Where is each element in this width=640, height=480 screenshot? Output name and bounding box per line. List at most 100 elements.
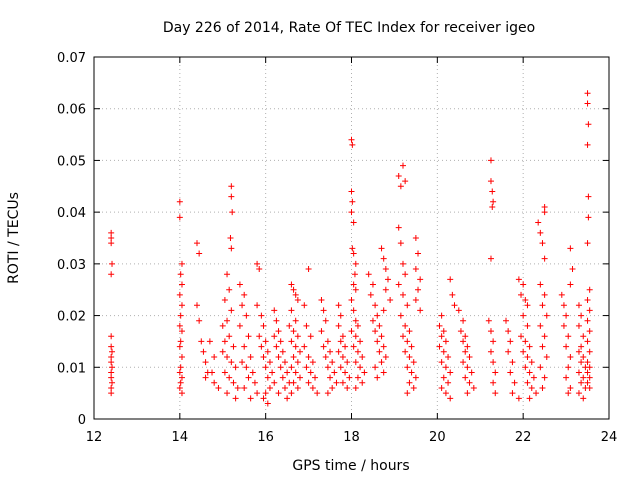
data-point	[354, 348, 361, 355]
data-point	[275, 390, 282, 397]
data-point	[489, 188, 496, 195]
data-point	[578, 343, 585, 350]
data-point	[108, 333, 115, 340]
data-point	[292, 291, 299, 298]
data-point	[221, 369, 228, 376]
data-point	[464, 390, 471, 397]
data-point	[352, 317, 359, 324]
data-point	[387, 297, 394, 304]
data-point	[509, 390, 516, 397]
data-point	[352, 359, 359, 366]
data-point	[492, 369, 499, 376]
data-point	[365, 271, 372, 278]
data-point	[271, 333, 278, 340]
data-point	[229, 209, 236, 216]
data-point	[234, 384, 241, 391]
data-point	[286, 322, 293, 329]
data-point	[264, 400, 271, 407]
data-point	[460, 338, 467, 345]
data-point	[507, 338, 514, 345]
data-point	[178, 302, 185, 309]
data-point	[297, 348, 303, 355]
data-point	[397, 183, 404, 190]
data-point	[487, 157, 494, 164]
data-point	[537, 229, 544, 236]
data-point	[108, 235, 115, 241]
data-point	[266, 384, 273, 391]
x-tick-label: 16	[257, 430, 274, 445]
data-point	[361, 369, 368, 376]
data-point	[352, 333, 359, 340]
data-point	[374, 338, 381, 345]
data-point	[176, 214, 183, 221]
data-point	[505, 348, 512, 355]
data-point	[305, 379, 312, 386]
data-point	[279, 348, 286, 355]
data-point	[586, 328, 593, 335]
data-point	[457, 328, 464, 335]
data-point	[232, 364, 239, 371]
data-point	[518, 333, 525, 340]
data-point	[402, 322, 409, 329]
data-point	[584, 338, 591, 345]
data-point	[228, 183, 235, 190]
data-point	[507, 369, 514, 376]
data-point	[224, 390, 231, 397]
data-point	[563, 312, 570, 319]
data-point	[309, 384, 316, 391]
data-point	[563, 343, 570, 350]
data-point	[351, 271, 358, 278]
data-point	[271, 379, 278, 386]
data-point	[440, 374, 447, 381]
data-point	[228, 307, 235, 314]
data-point	[211, 353, 218, 360]
data-point	[578, 359, 585, 366]
data-point	[524, 302, 531, 309]
data-point	[397, 312, 404, 319]
data-point	[565, 333, 572, 340]
data-point	[277, 338, 284, 345]
data-point	[211, 379, 218, 386]
data-point	[359, 353, 366, 360]
data-point	[292, 369, 299, 376]
data-point	[260, 353, 267, 360]
data-point	[402, 178, 409, 185]
data-point	[395, 281, 402, 288]
data-point	[349, 245, 356, 252]
data-point	[369, 317, 376, 324]
data-point	[342, 343, 349, 350]
data-point	[254, 302, 261, 309]
data-point	[586, 384, 593, 391]
data-point	[348, 209, 355, 216]
data-point	[262, 338, 269, 345]
data-point	[537, 281, 544, 288]
data-point	[324, 338, 331, 345]
data-point	[584, 90, 591, 97]
data-point	[380, 343, 387, 350]
data-point	[275, 353, 282, 360]
x-axis-title: GPS time / hours	[292, 458, 409, 474]
data-point	[329, 359, 336, 366]
data-point	[447, 369, 454, 376]
data-point	[178, 281, 185, 288]
data-point	[288, 338, 295, 345]
data-point	[359, 379, 366, 386]
data-point	[266, 359, 273, 366]
data-point	[585, 214, 592, 221]
data-point	[526, 395, 533, 402]
data-point	[226, 333, 233, 340]
data-point	[288, 390, 295, 397]
data-point	[262, 390, 269, 397]
data-point	[406, 379, 413, 386]
data-point	[335, 348, 342, 355]
data-point	[584, 369, 591, 376]
data-point	[447, 395, 454, 402]
data-point	[487, 348, 494, 355]
data-point	[251, 379, 258, 386]
data-point	[224, 271, 231, 278]
data-point	[543, 353, 550, 360]
data-point	[176, 291, 183, 298]
data-point	[378, 333, 385, 340]
data-point	[254, 390, 261, 397]
data-point	[408, 369, 415, 376]
